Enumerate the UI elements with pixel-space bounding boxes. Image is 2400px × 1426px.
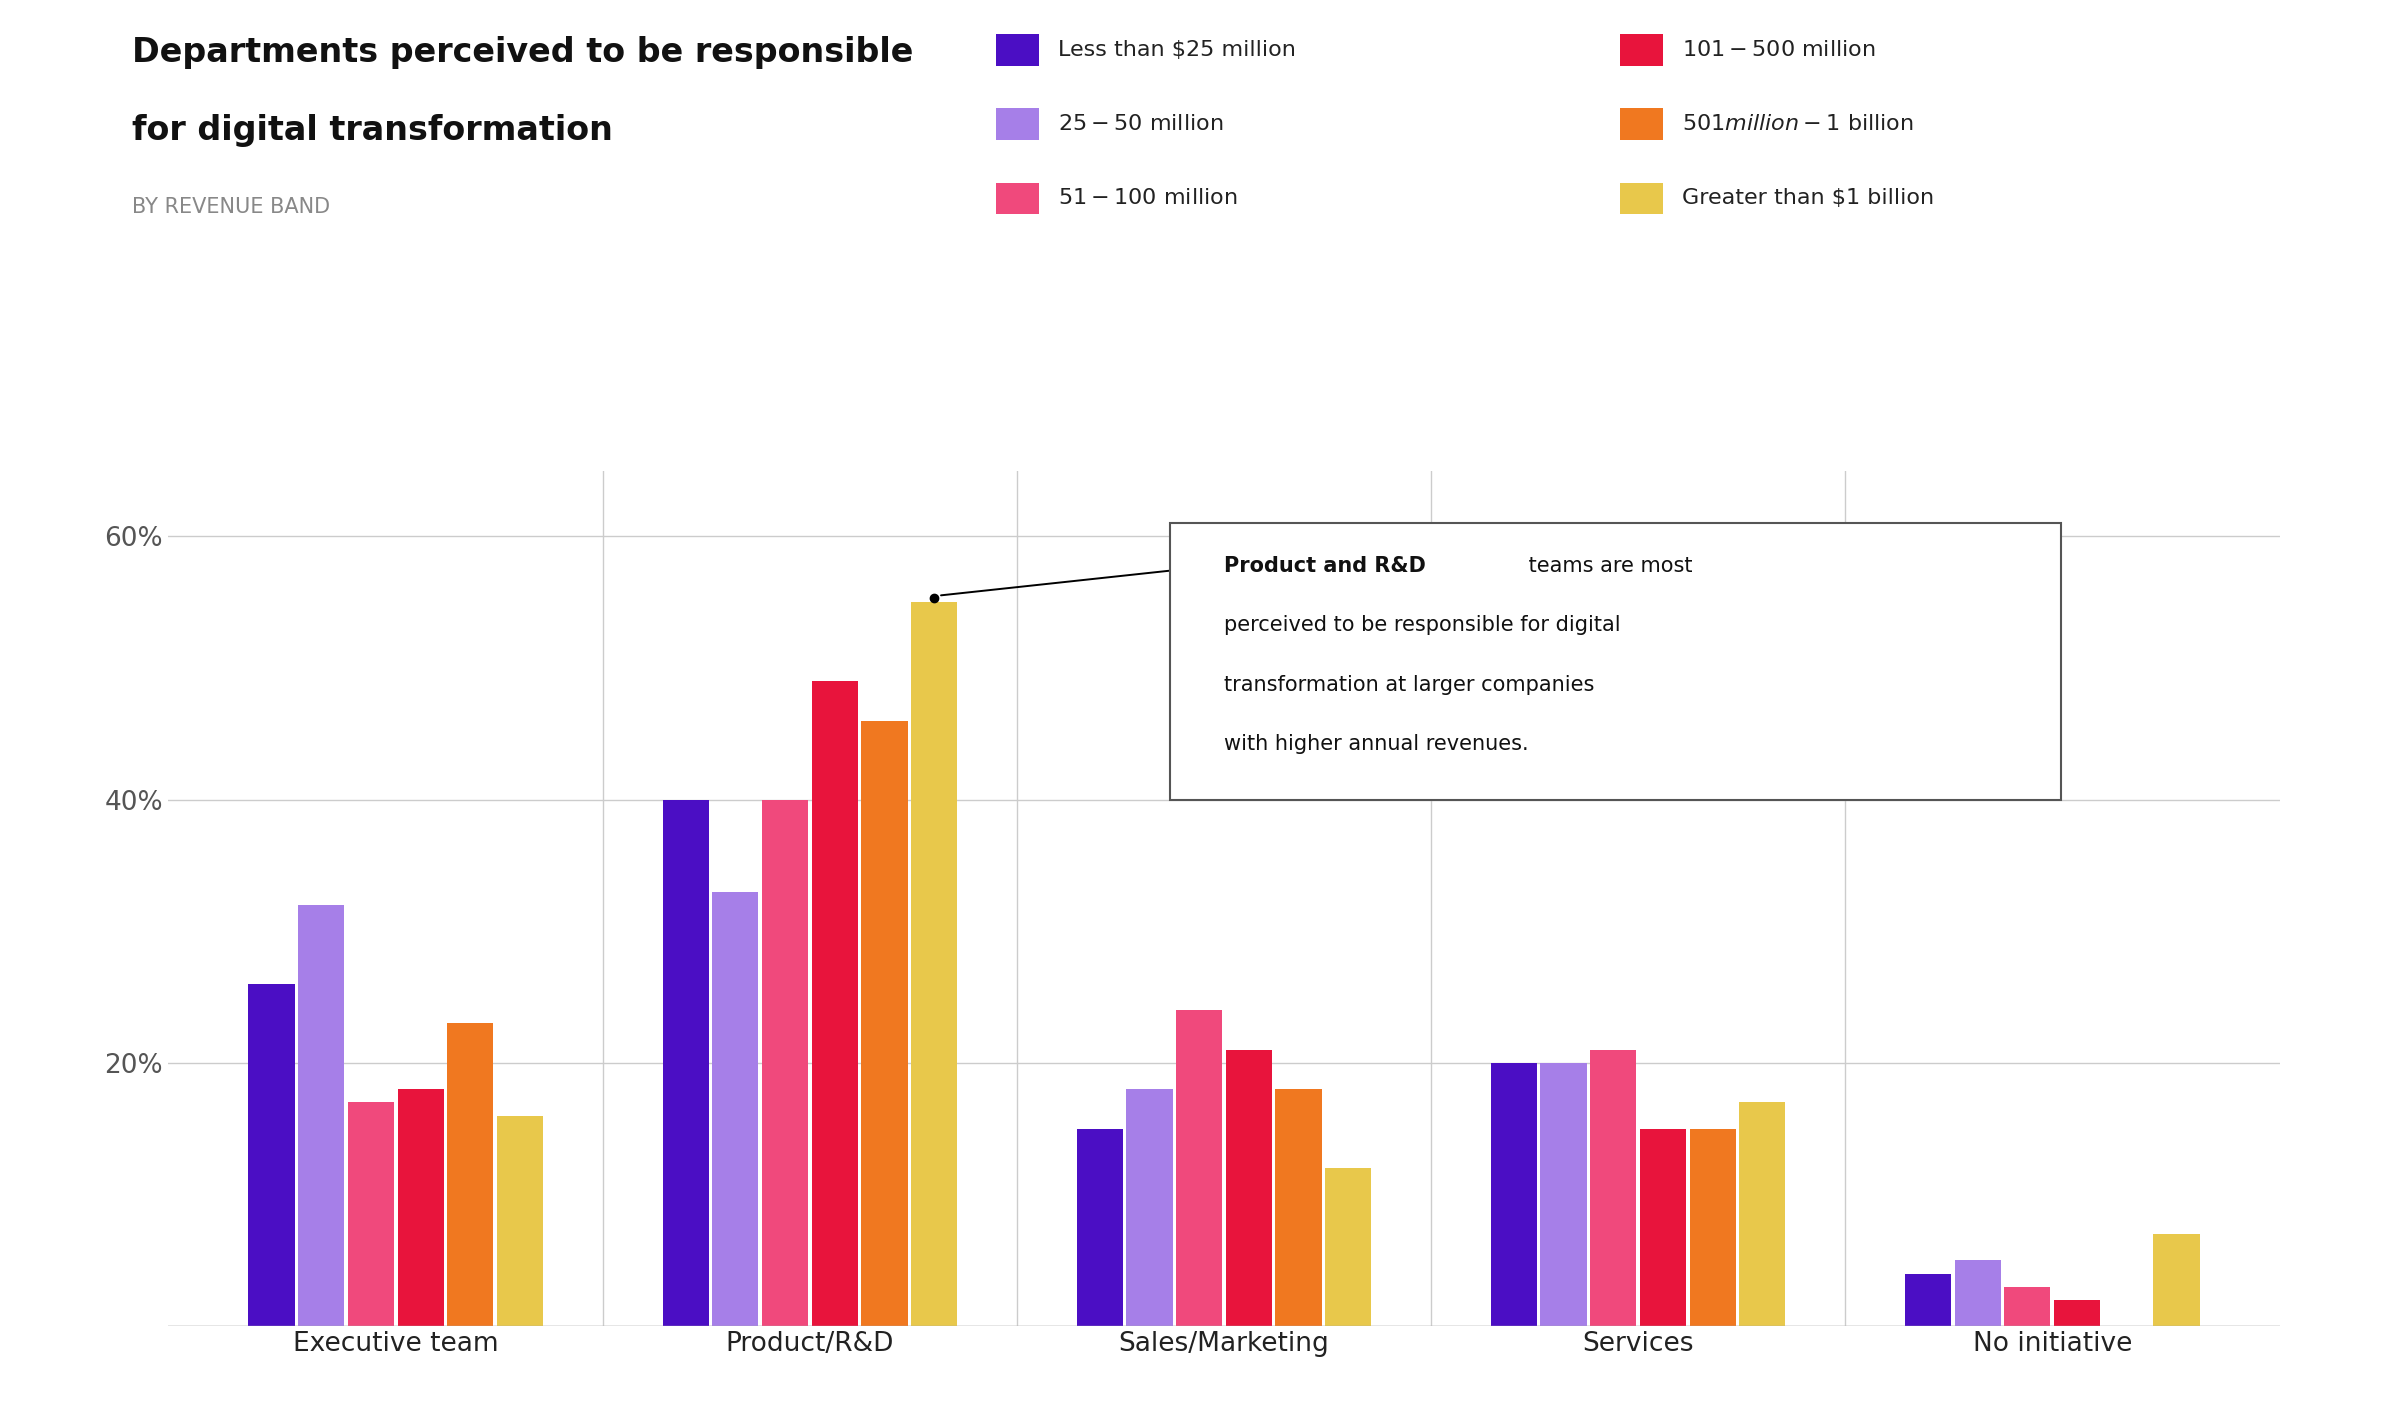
- Bar: [1639, 1129, 1687, 1326]
- Text: transformation at larger companies: transformation at larger companies: [1224, 674, 1594, 694]
- Bar: [1690, 1129, 1735, 1326]
- Text: $51 - $100 million: $51 - $100 million: [1058, 188, 1238, 208]
- Bar: [1176, 1010, 1222, 1326]
- Bar: [497, 1115, 542, 1326]
- Bar: [1226, 1050, 1272, 1326]
- Text: $501 million - $1 billion: $501 million - $1 billion: [1682, 114, 1915, 134]
- Bar: [2153, 1233, 2198, 1326]
- Text: teams are most: teams are most: [1522, 556, 1692, 576]
- Bar: [1906, 1273, 1951, 1326]
- Bar: [298, 906, 343, 1326]
- Bar: [1591, 1050, 1637, 1326]
- Bar: [1325, 1168, 1370, 1326]
- Bar: [912, 602, 958, 1326]
- Text: Departments perceived to be responsible: Departments perceived to be responsible: [132, 36, 914, 68]
- Bar: [761, 800, 809, 1326]
- Bar: [1541, 1062, 1586, 1326]
- Text: Product and R&D: Product and R&D: [1224, 556, 1426, 576]
- Bar: [713, 891, 758, 1326]
- Bar: [2004, 1286, 2050, 1326]
- Text: Greater than $1 billion: Greater than $1 billion: [1682, 188, 1934, 208]
- Bar: [1490, 1062, 1536, 1326]
- Text: $25 - $50 million: $25 - $50 million: [1058, 114, 1224, 134]
- Text: Less than $25 million: Less than $25 million: [1058, 40, 1296, 60]
- Text: with higher annual revenues.: with higher annual revenues.: [1224, 734, 1529, 754]
- FancyBboxPatch shape: [1171, 522, 2062, 800]
- Bar: [662, 800, 708, 1326]
- Bar: [2054, 1301, 2100, 1326]
- Bar: [250, 984, 295, 1326]
- Bar: [398, 1089, 444, 1326]
- Bar: [1740, 1102, 1786, 1326]
- Bar: [1954, 1261, 2002, 1326]
- Text: perceived to be responsible for digital: perceived to be responsible for digital: [1224, 616, 1620, 636]
- Bar: [1078, 1129, 1123, 1326]
- Bar: [348, 1102, 394, 1326]
- Bar: [1126, 1089, 1174, 1326]
- Text: $101 - $500 million: $101 - $500 million: [1682, 40, 1877, 60]
- Text: BY REVENUE BAND: BY REVENUE BAND: [132, 197, 331, 217]
- Bar: [1274, 1089, 1322, 1326]
- Bar: [862, 720, 907, 1326]
- Text: for digital transformation: for digital transformation: [132, 114, 612, 147]
- Bar: [446, 1024, 494, 1326]
- Bar: [811, 682, 857, 1326]
